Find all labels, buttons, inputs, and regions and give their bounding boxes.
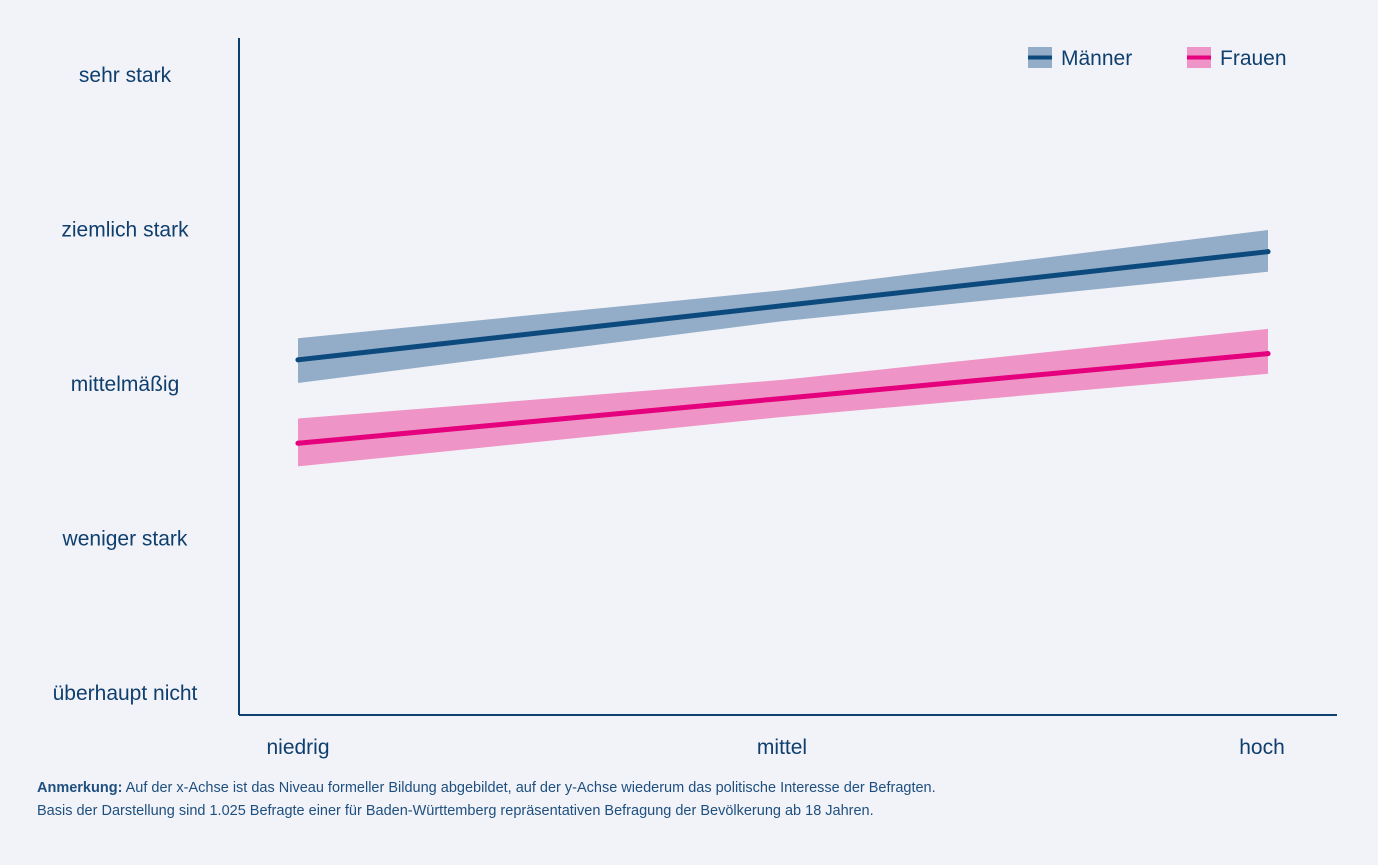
x-tick-label: hoch bbox=[1239, 736, 1285, 759]
y-tick-labels: überhaupt nicht weniger stark mittelmäßig z… bbox=[53, 64, 198, 705]
data-point bbox=[295, 440, 301, 446]
data-point bbox=[779, 395, 785, 401]
chart: überhaupt nicht weniger stark mittelmäßig z… bbox=[53, 38, 1337, 759]
x-tick-label: niedrig bbox=[266, 736, 329, 759]
legend: Männer Frauen bbox=[1028, 47, 1287, 70]
y-tick-label: mittelmäßig bbox=[71, 373, 180, 396]
x-tick-label: mittel bbox=[757, 736, 807, 759]
y-tick-label: sehr stark bbox=[79, 64, 172, 87]
note-text-1: Auf der x-Achse ist das Niveau formeller… bbox=[125, 780, 936, 796]
y-tick-label: ziemlich stark bbox=[61, 219, 189, 242]
y-tick-label: überhaupt nicht bbox=[53, 682, 198, 705]
note-line-1: Anmerkung: Auf der x-Achse ist das Nivea… bbox=[37, 777, 1347, 800]
data-point bbox=[295, 357, 301, 363]
x-tick-labels: niedrig mittel hoch bbox=[266, 736, 1284, 759]
data-point bbox=[1265, 249, 1271, 255]
annotation-note: Anmerkung: Auf der x-Achse ist das Nivea… bbox=[37, 777, 1347, 823]
data-point bbox=[779, 303, 785, 309]
note-label: Anmerkung: bbox=[37, 780, 123, 796]
data-point bbox=[1265, 351, 1271, 357]
legend-label: Frauen bbox=[1220, 47, 1287, 70]
series-lines bbox=[295, 249, 1271, 446]
legend-label: Männer bbox=[1061, 47, 1132, 70]
y-tick-label: weniger stark bbox=[62, 528, 188, 551]
note-line-2: Basis der Darstellung sind 1.025 Befragt… bbox=[37, 803, 874, 819]
